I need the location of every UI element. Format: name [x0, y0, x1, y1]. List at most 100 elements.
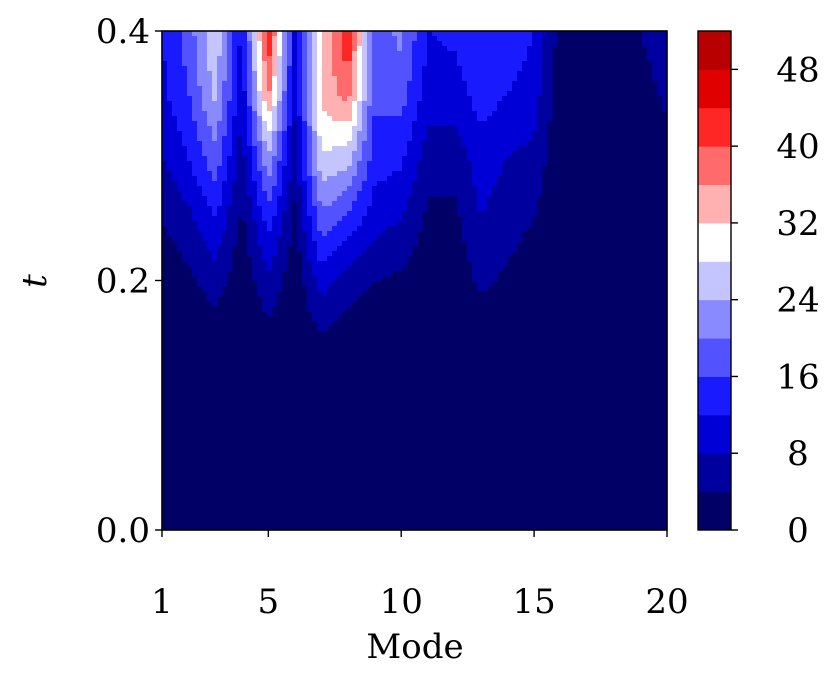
contour-band — [252, 31, 258, 37]
contour-band — [217, 86, 223, 92]
contour-band — [252, 76, 258, 82]
contour-band — [212, 251, 218, 257]
x-tick-label: 20 — [645, 582, 688, 622]
contour-band — [372, 191, 413, 197]
contour-band — [342, 216, 363, 222]
contour-band — [292, 121, 298, 127]
contour-band — [267, 51, 273, 57]
contour-band — [177, 121, 198, 127]
contour-band — [647, 46, 667, 52]
contour-band — [307, 86, 313, 92]
contour-band — [357, 56, 363, 62]
contour-band — [297, 161, 303, 167]
contour-band — [232, 141, 238, 147]
contour-band — [347, 166, 358, 172]
contour-band — [422, 91, 468, 97]
contour-band — [372, 41, 398, 47]
contour-band — [197, 121, 208, 127]
contour-band — [252, 151, 258, 157]
contour-band — [312, 186, 318, 192]
contour-band — [352, 86, 358, 92]
contour-band — [207, 166, 218, 172]
contour-band — [302, 196, 308, 202]
contour-band — [307, 71, 313, 77]
contour-band — [312, 111, 318, 117]
contour-band — [322, 86, 338, 92]
contour-band — [207, 246, 218, 252]
contour-band — [192, 266, 233, 272]
contour-band — [297, 226, 303, 232]
contour-band — [242, 136, 248, 142]
contour-band — [287, 46, 293, 52]
contour-band — [187, 151, 203, 157]
contour-band — [202, 106, 223, 112]
contour-band — [327, 176, 353, 182]
contour-band — [237, 61, 243, 67]
contour-band — [272, 216, 283, 222]
contour-band — [467, 81, 513, 87]
contour-band — [277, 151, 283, 157]
contour-band — [527, 51, 543, 57]
contour-band — [217, 256, 233, 262]
contour-band — [222, 191, 233, 197]
contour-band — [362, 36, 368, 42]
contour-band — [302, 176, 313, 182]
contour-band — [162, 61, 168, 67]
contour-band — [532, 131, 548, 137]
contour-band — [252, 166, 258, 172]
contour-band — [307, 256, 318, 262]
contour-band — [277, 206, 288, 212]
contour-band — [212, 126, 218, 132]
contour-band — [362, 141, 373, 147]
contour-band — [162, 136, 183, 142]
contour-band — [222, 236, 238, 242]
contour-band — [407, 96, 423, 102]
contour-band — [537, 96, 553, 102]
contour-band — [257, 226, 268, 232]
contour-band — [262, 61, 268, 67]
colorbar-band — [698, 338, 731, 377]
contour-band — [222, 46, 228, 52]
contour-band — [422, 156, 468, 162]
contour-band — [542, 51, 553, 57]
contour-band — [307, 246, 318, 252]
contour-band — [542, 81, 553, 87]
contour-band — [367, 31, 373, 37]
contour-band — [267, 196, 273, 202]
contour-band — [272, 41, 278, 47]
contour-band — [222, 101, 228, 107]
contour-band — [357, 131, 368, 137]
contour-band — [307, 91, 313, 97]
contour-band — [372, 81, 408, 87]
contour-band — [247, 121, 253, 127]
contour-band — [252, 86, 258, 92]
contour-band — [262, 41, 268, 47]
contour-band — [232, 81, 238, 87]
contour-band — [207, 51, 223, 57]
contour-band — [277, 46, 283, 52]
contour-band — [302, 131, 308, 137]
contour-band — [182, 41, 198, 47]
contour-band — [367, 46, 373, 52]
contour-band — [192, 211, 213, 217]
contour-band — [302, 141, 308, 147]
contour-band — [322, 56, 333, 62]
contour-band — [177, 116, 193, 122]
contour-band — [312, 196, 318, 202]
contour-band — [282, 126, 288, 132]
contour-band — [357, 111, 363, 117]
contour-band — [247, 226, 258, 232]
contour-band — [357, 161, 368, 167]
contour-band — [317, 191, 343, 197]
contour-band — [257, 41, 263, 47]
contour-band — [332, 36, 343, 42]
contour-band — [282, 191, 288, 197]
contour-band — [237, 156, 248, 162]
colorbar-band — [698, 414, 731, 454]
contour-band — [307, 36, 313, 42]
contour-band — [262, 141, 268, 147]
contour-band — [162, 191, 183, 197]
contour-band — [167, 61, 183, 67]
contour-band — [372, 56, 413, 62]
contour-band — [352, 161, 358, 167]
